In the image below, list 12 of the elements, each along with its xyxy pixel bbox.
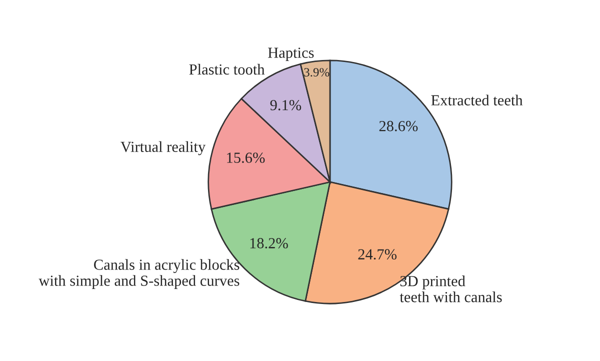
slice-label: Canals in acrylic blocks with simple and S-shaped curves bbox=[38, 259, 240, 290]
data-label: 15.6% bbox=[227, 152, 265, 163]
slice-label: Haptics bbox=[268, 48, 314, 61]
slice-label: Extracted teeth bbox=[431, 94, 523, 106]
data-label: 9.1% bbox=[270, 100, 302, 110]
data-label: 3.9% bbox=[304, 68, 330, 77]
slice-label: 3D printed teeth with canals bbox=[400, 276, 502, 302]
data-label: 28.6% bbox=[379, 120, 418, 132]
data-label: 24.7% bbox=[358, 249, 397, 260]
slice-label: Plastic tooth bbox=[189, 64, 265, 75]
slice-label: Virtual reality bbox=[120, 141, 206, 156]
data-label: 18.2% bbox=[250, 238, 288, 248]
